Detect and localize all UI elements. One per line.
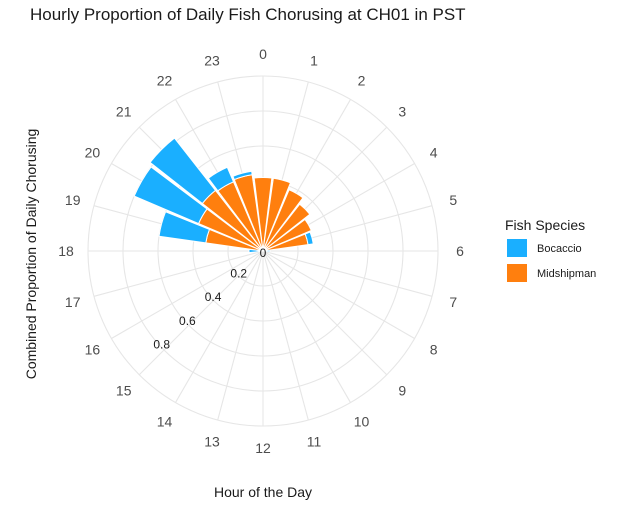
- hour-label-23: 23: [204, 53, 220, 69]
- bar-bocaccio-hour-22: [207, 166, 235, 192]
- legend-key-bocaccio: [507, 239, 527, 257]
- hour-label-21: 21: [116, 104, 132, 120]
- bar-midshipman-hour-4: [262, 218, 312, 252]
- hour-label-22: 22: [157, 72, 173, 88]
- grid-spoke: [262, 250, 415, 339]
- bar-midshipman-hour-2: [262, 189, 304, 252]
- hour-label-11: 11: [307, 433, 322, 449]
- hour-label-4: 4: [430, 145, 438, 161]
- bar-bocaccio-hour-20: [133, 166, 208, 225]
- grid-spoke: [262, 250, 351, 403]
- hour-label-13: 13: [204, 433, 220, 449]
- hour-label-1: 1: [310, 53, 318, 69]
- bar-bocaccio-hour-6: [262, 249, 271, 253]
- legend-title: Fish Species: [505, 217, 585, 233]
- bar-bocaccio-hour-19: [158, 211, 211, 244]
- radial-tick-0.2: 0.2: [230, 266, 247, 280]
- grid-spoke: [217, 250, 264, 421]
- hour-label-7: 7: [449, 294, 457, 310]
- bar-midshipman-hour-0: [253, 176, 273, 252]
- grid-spoke: [175, 250, 264, 403]
- hour-label-0: 0: [259, 46, 267, 62]
- legend-label-bocaccio: Bocaccio: [537, 243, 582, 255]
- hour-label-5: 5: [449, 192, 457, 208]
- hour-label-20: 20: [85, 145, 101, 161]
- hour-label-14: 14: [157, 414, 173, 430]
- bar-bocaccio-hour-21: [149, 137, 217, 205]
- hour-label-9: 9: [398, 382, 406, 398]
- hour-label-15: 15: [116, 382, 132, 398]
- bar-midshipman-hour-1: [262, 177, 292, 252]
- grid-spoke: [138, 250, 264, 376]
- grid-spoke: [262, 250, 309, 421]
- y-axis-title: Combined Proportion of Daily Chorusing: [23, 129, 39, 380]
- hour-label-3: 3: [398, 104, 406, 120]
- radial-labels: 0 0.2 0.4 0.6 0.8: [153, 246, 266, 352]
- hour-label-2: 2: [358, 72, 366, 88]
- hour-label-10: 10: [354, 414, 370, 430]
- radial-tick-0: 0: [260, 246, 267, 260]
- radial-tick-0.6: 0.6: [179, 314, 196, 328]
- grid-spoke: [262, 250, 388, 376]
- hour-label-18: 18: [58, 243, 74, 259]
- hour-label-19: 19: [65, 192, 81, 208]
- radial-tick-0.4: 0.4: [205, 290, 222, 304]
- chart-title: Hourly Proportion of Daily Fish Chorusin…: [30, 5, 466, 24]
- radial-tick-0.8: 0.8: [153, 338, 170, 352]
- bars-layer: [133, 137, 314, 254]
- grid-spoke: [262, 250, 433, 297]
- hour-label-6: 6: [456, 243, 464, 259]
- legend: Fish Species Bocaccio Midshipman: [505, 217, 596, 282]
- hour-label-17: 17: [65, 294, 81, 310]
- hour-label-8: 8: [430, 342, 438, 358]
- legend-label-midshipman: Midshipman: [537, 268, 596, 280]
- grid-spoke: [93, 250, 264, 297]
- hour-label-16: 16: [85, 342, 101, 358]
- grid-spoke: [111, 250, 264, 339]
- legend-key-midshipman: [507, 264, 527, 282]
- bar-bocaccio-hour-5: [304, 231, 314, 246]
- hour-label-12: 12: [255, 440, 271, 456]
- x-axis-title: Hour of the Day: [214, 484, 312, 500]
- bar-midshipman-hour-3: [262, 203, 311, 252]
- bar-bocaccio-hour-23: [232, 170, 253, 181]
